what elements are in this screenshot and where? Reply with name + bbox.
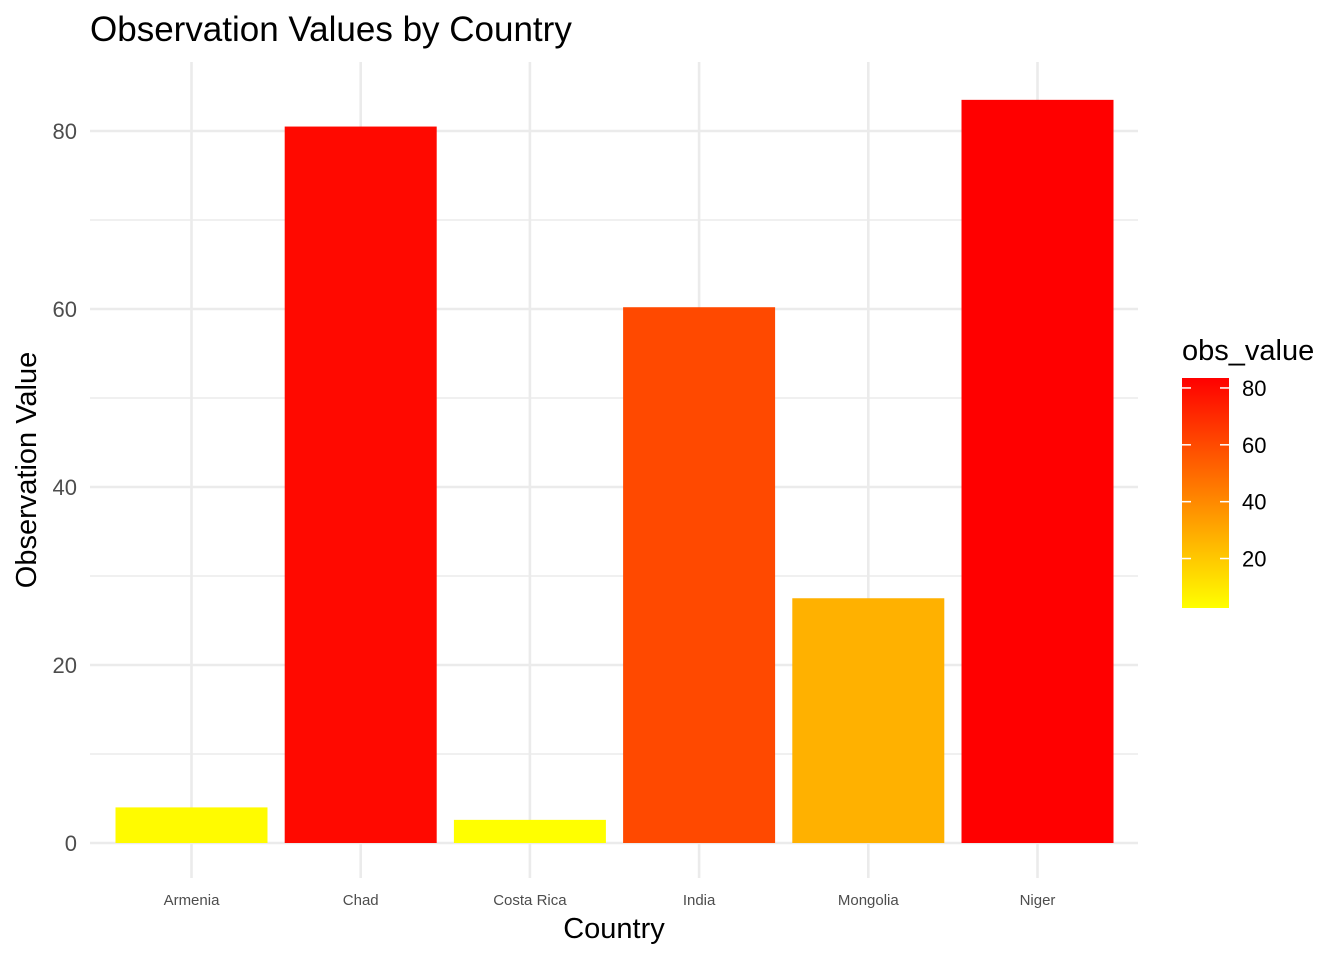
bar-costa-rica (453, 819, 606, 843)
y-tick-label: 60 (53, 297, 77, 322)
bar-mongolia (792, 598, 945, 843)
legend-title: obs_value (1182, 335, 1314, 367)
x-tick-label: Costa Rica (493, 892, 567, 909)
y-tick-label: 80 (53, 119, 77, 144)
y-tick-label: 20 (53, 653, 77, 678)
x-tick-label: Niger (1020, 892, 1056, 909)
colorbar-tick-label: 40 (1242, 490, 1266, 515)
x-tick-label: India (683, 892, 716, 909)
y-tick-label: 0 (65, 831, 77, 856)
x-axis-title: Country (563, 913, 665, 945)
bar-armenia (115, 807, 268, 843)
bar-india (623, 307, 776, 844)
legend: obs_value 20 40 60 80 (1182, 335, 1314, 608)
colorbar-tick-label: 80 (1242, 376, 1266, 401)
chart-title: Observation Values by Country (90, 10, 572, 49)
y-tick-label: 40 (53, 475, 77, 500)
x-tick-label: Chad (343, 892, 379, 909)
colorbar-ticks: 20 40 60 80 (1182, 376, 1266, 572)
colorbar-tick-label: 60 (1242, 433, 1266, 458)
x-tick-label: Mongolia (838, 892, 900, 909)
bar-chad (284, 126, 437, 844)
y-axis-ticks: 0 20 40 60 80 (53, 119, 77, 856)
colorbar-tick-label: 20 (1242, 547, 1266, 572)
x-axis-ticks: Armenia Chad Costa Rica India Mongolia Niger (164, 892, 1056, 909)
x-tick-label: Armenia (164, 892, 221, 909)
y-axis-title: Observation Value (11, 352, 43, 588)
colorbar (1182, 378, 1229, 608)
bars (115, 99, 1114, 844)
bar-niger (961, 99, 1114, 844)
